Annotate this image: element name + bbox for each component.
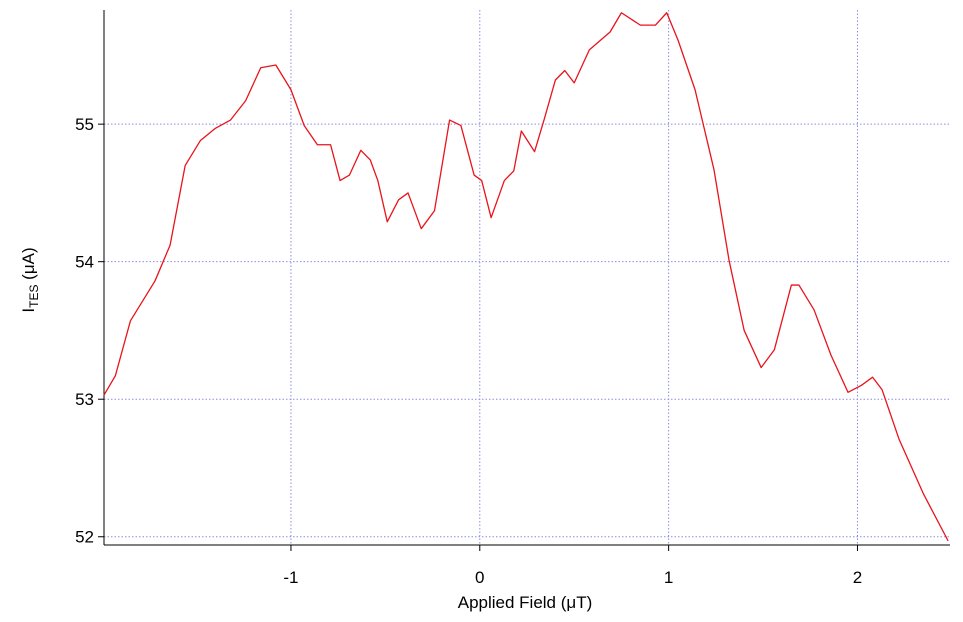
data-line (103, 12, 949, 542)
y-label-unit: (μA) (19, 247, 38, 284)
y-label-sub: TES (27, 285, 41, 308)
y-label-main: I (19, 308, 38, 313)
y-tick-label: 53 (75, 390, 94, 409)
y-tick-label: 55 (75, 115, 94, 134)
x-tick-label: 0 (475, 568, 484, 587)
y-tick-label: 52 (75, 528, 94, 547)
x-tick-label: -1 (283, 568, 298, 587)
y-tick-label: 54 (75, 253, 94, 272)
x-tick-label: 1 (664, 568, 673, 587)
x-axis-label: Applied Field (μT) (458, 593, 593, 612)
x-tick-label: 2 (853, 568, 862, 587)
y-axis-label: ITES (μA) (19, 247, 41, 312)
